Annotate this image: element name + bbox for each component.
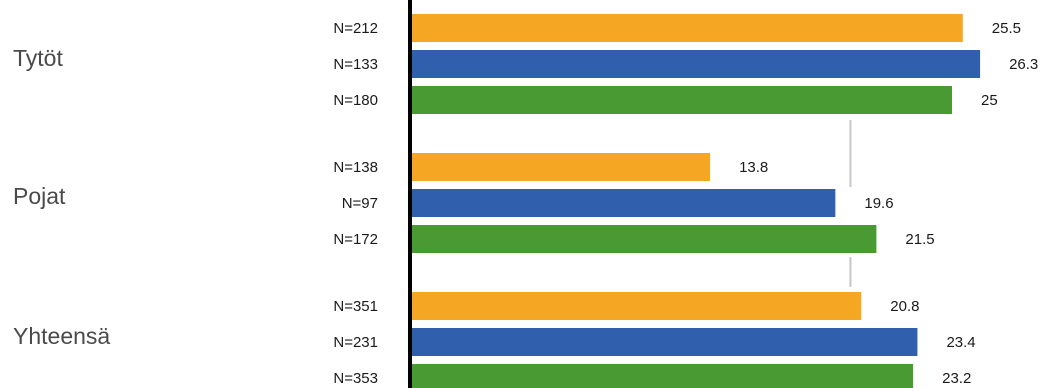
value-label: 25.5 bbox=[992, 20, 1021, 37]
value-label: 21.5 bbox=[905, 231, 934, 248]
bar bbox=[412, 364, 914, 388]
value-label: 20.8 bbox=[890, 298, 919, 315]
n-label: N=180 bbox=[333, 92, 378, 109]
bar bbox=[412, 189, 836, 217]
n-label: N=138 bbox=[333, 159, 378, 176]
group-label: Yhteensä bbox=[13, 323, 110, 349]
bar bbox=[412, 14, 963, 42]
value-label: 23.2 bbox=[942, 370, 971, 387]
group-label: Pojat bbox=[13, 183, 66, 209]
n-label: N=231 bbox=[333, 334, 378, 351]
bar bbox=[412, 153, 711, 181]
group-label: Tytöt bbox=[13, 45, 63, 71]
n-label: N=97 bbox=[342, 195, 378, 212]
bar bbox=[412, 292, 862, 320]
bar bbox=[412, 225, 877, 253]
bar bbox=[412, 50, 981, 78]
n-label: N=172 bbox=[333, 231, 378, 248]
value-label: 19.6 bbox=[864, 195, 893, 212]
n-label: N=133 bbox=[333, 56, 378, 73]
value-label: 26.3 bbox=[1009, 56, 1038, 73]
value-label: 25 bbox=[981, 92, 998, 109]
n-label: N=353 bbox=[333, 370, 378, 387]
bar bbox=[412, 328, 918, 356]
value-label: 13.8 bbox=[739, 159, 768, 176]
n-label: N=212 bbox=[333, 20, 378, 37]
value-label: 23.4 bbox=[946, 334, 975, 351]
bar bbox=[412, 86, 952, 114]
n-label: N=351 bbox=[333, 298, 378, 315]
